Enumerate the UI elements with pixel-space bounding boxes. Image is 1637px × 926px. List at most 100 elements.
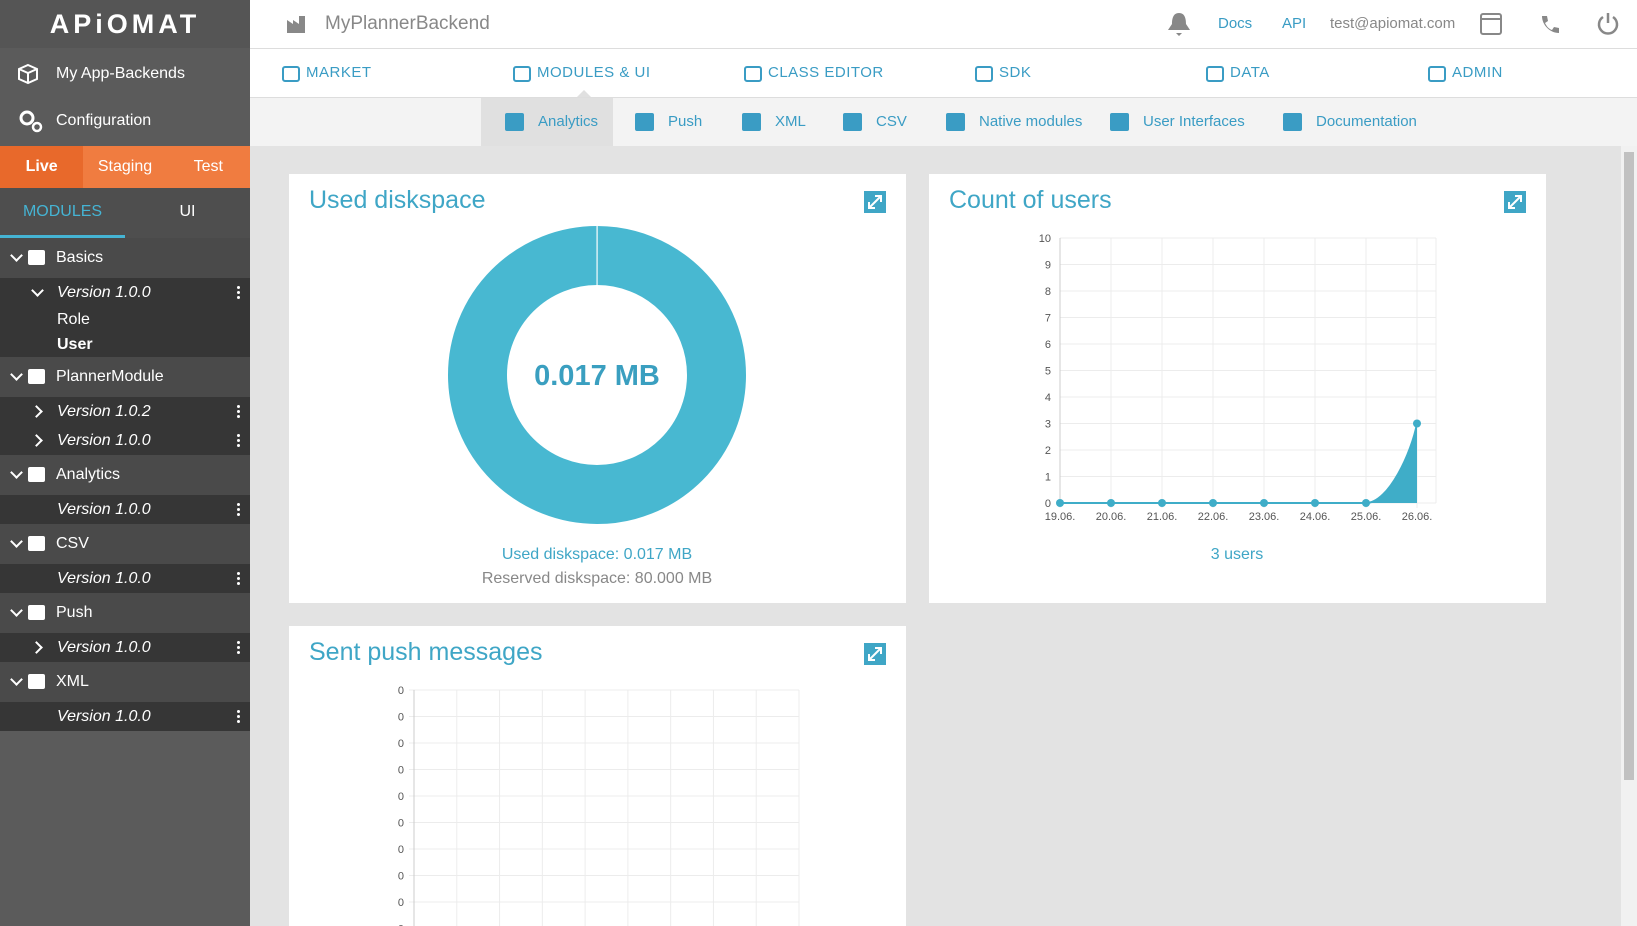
module-row[interactable]: Basics: [0, 238, 250, 278]
nav-icon: [282, 66, 300, 82]
nav-icon: [744, 66, 762, 82]
y-tick-label: 4: [1045, 392, 1051, 404]
caption: Used diskspace: 0.017 MB: [502, 546, 692, 563]
kebab-menu[interactable]: [237, 715, 240, 718]
expand-button[interactable]: [864, 643, 886, 665]
x-tick-label: 20.06.: [1096, 511, 1127, 523]
scrollbar-thumb[interactable]: [1624, 152, 1634, 780]
nav-item[interactable]: DATA: [1230, 64, 1270, 81]
kebab-menu[interactable]: [237, 410, 240, 413]
nav-icon: [1428, 66, 1446, 82]
panel: Sent push messages 0 0 0 0 0 0 0 0 0 0: [289, 626, 906, 926]
sub-nav-item[interactable]: User Interfaces: [1143, 113, 1245, 130]
nav-item[interactable]: MODULES & UI: [537, 64, 651, 81]
center-label: 0.017 MB: [534, 360, 660, 392]
point[interactable]: [1056, 499, 1064, 507]
class-row[interactable]: Role: [0, 307, 250, 332]
menu-item[interactable]: My App-Backends: [0, 50, 250, 97]
y-tick-label: 9: [1045, 260, 1051, 272]
expand-button[interactable]: [1504, 191, 1526, 213]
point[interactable]: [1158, 499, 1166, 507]
point[interactable]: [1107, 499, 1115, 507]
sidebar-tab[interactable]: MODULES: [0, 188, 125, 238]
version-row[interactable]: Version 1.0.0: [0, 495, 250, 524]
version-row[interactable]: Version 1.0.2: [0, 397, 250, 426]
sub-nav-item[interactable]: Native modules: [979, 113, 1083, 130]
module-icon: [28, 536, 45, 551]
chart: 0 1 2 3 4 5 6 7 8 9 10 19.06. 20.06. 21.06. 22.06. 23.0…: [1039, 233, 1437, 563]
sub-icon: [505, 113, 524, 131]
sub-nav-item[interactable]: Push: [668, 113, 703, 130]
version-row[interactable]: Version 1.0.0: [0, 633, 250, 662]
version-row[interactable]: Version 1.0.0: [0, 564, 250, 593]
sub-nav-item[interactable]: XML: [775, 113, 806, 130]
module-name: PlannerModule: [56, 368, 164, 385]
y-tick-label: 8: [1045, 286, 1051, 298]
environment[interactable]: Test: [193, 158, 223, 175]
x-tick-label: 24.06.: [1300, 511, 1331, 523]
sub-icon: [843, 113, 862, 131]
chevron: [10, 368, 23, 381]
x-tick-label: 19.06.: [1045, 511, 1076, 523]
version-row[interactable]: Version 1.0.0: [0, 702, 250, 731]
header-link[interactable]: API: [1282, 15, 1307, 32]
sub-nav-item[interactable]: CSV: [876, 113, 907, 130]
class-row[interactable]: User: [0, 332, 250, 357]
nav-item[interactable]: SDK: [999, 64, 1032, 81]
top-bar: MyPlannerBackend Docs API test@apiomat.c…: [250, 0, 1637, 49]
expand-button[interactable]: [864, 191, 886, 213]
panel-title: Used diskspace: [309, 186, 486, 214]
nav-item[interactable]: MARKET: [306, 64, 372, 81]
kebab-menu[interactable]: [237, 577, 240, 580]
version-row[interactable]: Version 1.0.0: [0, 278, 250, 307]
chevron: [10, 466, 23, 479]
factory-icon: [287, 16, 305, 33]
module-row[interactable]: PlannerModule: [0, 357, 250, 397]
icon: [19, 110, 43, 133]
line: [1060, 423, 1418, 504]
user-email[interactable]: test@apiomat.com: [1330, 15, 1456, 32]
module-name: Push: [56, 604, 93, 621]
point[interactable]: [1209, 499, 1217, 507]
support-icon[interactable]: [1538, 12, 1564, 36]
x-tick-label: 22.06.: [1198, 511, 1229, 523]
point[interactable]: [1413, 419, 1421, 428]
point[interactable]: [1260, 499, 1268, 507]
module-row[interactable]: Push: [0, 593, 250, 633]
console-icon[interactable]: [1479, 12, 1503, 36]
power-icon[interactable]: [1595, 11, 1621, 37]
menu-item[interactable]: Configuration: [0, 97, 250, 144]
version-label: Version 1.0.2: [57, 403, 151, 420]
kebab-menu[interactable]: [237, 291, 240, 294]
sidebar-tab[interactable]: UI: [179, 203, 196, 220]
module-row[interactable]: Analytics: [0, 455, 250, 495]
chevron: [31, 284, 44, 297]
sub-nav-item[interactable]: Documentation: [1316, 113, 1417, 130]
environment-switch: Live Staging Test: [0, 146, 250, 188]
kebab-menu[interactable]: [237, 646, 240, 649]
chevron: [10, 604, 23, 617]
kebab-menu[interactable]: [237, 508, 240, 511]
nav-item[interactable]: CLASS EDITOR: [768, 64, 884, 81]
logo[interactable]: APiOMAT: [0, 0, 250, 48]
nav-icon: [975, 66, 993, 82]
y-tick-label: 0: [398, 871, 404, 883]
environment[interactable]: Staging: [97, 158, 153, 175]
point[interactable]: [1362, 499, 1370, 507]
module-row[interactable]: XML: [0, 662, 250, 702]
y-tick-label: 6: [1045, 339, 1051, 351]
sub-icon: [946, 113, 965, 131]
nav-item[interactable]: ADMIN: [1452, 64, 1503, 81]
sub-nav-item[interactable]: Analytics: [538, 113, 599, 130]
chevron: [30, 405, 43, 418]
module-name: CSV: [56, 535, 89, 552]
point[interactable]: [1311, 499, 1319, 507]
icon: [18, 63, 38, 85]
module-name: Basics: [56, 249, 104, 266]
environment[interactable]: Live: [0, 146, 84, 188]
version-row[interactable]: Version 1.0.0: [0, 426, 250, 455]
module-row[interactable]: CSV: [0, 524, 250, 564]
bell-icon[interactable]: [1165, 10, 1193, 38]
header-link[interactable]: Docs: [1218, 15, 1253, 32]
kebab-menu[interactable]: [237, 439, 240, 442]
